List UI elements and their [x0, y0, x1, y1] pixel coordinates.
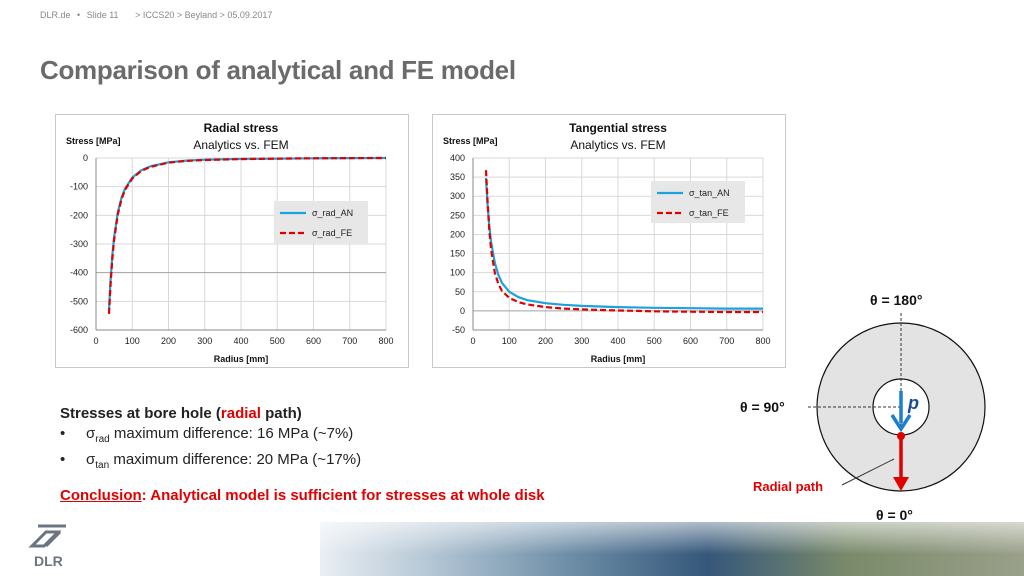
x-tick-label: 400: [610, 336, 625, 346]
y-tick-label: -500: [70, 296, 88, 306]
radial-path-arrow-icon: [893, 477, 909, 491]
x-tick-label: 600: [306, 336, 321, 346]
legend-box: [651, 181, 745, 223]
y-tick-label: 0: [460, 306, 465, 316]
x-tick-label: 700: [342, 336, 357, 346]
bullet-mark: •: [60, 451, 66, 468]
header-slide: Slide 11: [86, 10, 119, 20]
y-tick-label: 250: [450, 210, 465, 220]
x-axis-label: Radius [mm]: [214, 354, 269, 364]
heading-pre: Stresses at bore hole (: [60, 405, 221, 422]
dlr-logo-text: DLR: [34, 553, 63, 569]
y-tick-label: 0: [83, 153, 88, 163]
conclusion: Conclusion: Analytical model is sufficie…: [60, 486, 680, 506]
x-tick-label: 500: [270, 336, 285, 346]
x-tick-label: 200: [161, 336, 176, 346]
y-tick-label: -100: [70, 182, 88, 192]
footer-earth-band: [320, 522, 1024, 576]
legend-box: [274, 201, 368, 243]
bullet-tangential-text: maximum difference: 20 MPa (~17%): [109, 451, 362, 468]
y-tick-label: 50: [455, 287, 465, 297]
slide-header: DLR.de • Slide 11 > ICCS20 > Beyland > 0…: [40, 10, 276, 20]
x-tick-label: 0: [93, 336, 98, 346]
sigma-symbol: σ: [86, 451, 96, 468]
x-axis-label: Radius [mm]: [591, 354, 646, 364]
legend-label: σ_rad_FE: [312, 228, 352, 238]
x-tick-label: 500: [647, 336, 662, 346]
y-axis-label: Stress [MPa]: [66, 136, 121, 146]
pressure-arrow-icon: [890, 414, 912, 433]
series-line-fem: [107, 156, 387, 314]
y-tick-label: -300: [70, 239, 88, 249]
radial-path-leader: [841, 458, 895, 486]
bullet-mark: •: [60, 425, 66, 442]
y-axis-label: Stress [MPa]: [443, 136, 498, 146]
tangential-stress-chart: Tangential stress Analytics vs. FEM Stress…: [432, 114, 786, 368]
chart-title: Tangential stress: [569, 121, 667, 135]
chart-subtitle: Analytics vs. FEM: [193, 138, 288, 152]
theta-90-label: θ = 90°: [740, 399, 785, 415]
chart-svg: Tangential stress Analytics vs. FEM Stress…: [443, 121, 771, 364]
sigma-subscript: tan: [95, 460, 110, 471]
x-tick-label: 700: [719, 336, 734, 346]
y-tick-label: 300: [450, 191, 465, 201]
legend-label: σ_rad_AN: [312, 208, 353, 218]
x-tick-label: 100: [125, 336, 140, 346]
heading-post: path): [260, 405, 302, 422]
x-tick-label: 800: [755, 336, 770, 346]
chart-subtitle: Analytics vs. FEM: [570, 138, 665, 152]
y-tick-label: -400: [70, 268, 88, 278]
x-tick-label: 400: [233, 336, 248, 346]
x-tick-label: 300: [197, 336, 212, 346]
y-tick-label: 150: [450, 249, 465, 259]
radial-path-label: Radial path: [753, 479, 823, 494]
theta-0-label: θ = 0°: [876, 507, 913, 523]
y-tick-label: 350: [450, 172, 465, 182]
chart-svg: Radial stress Analytics vs. FEM Stress [MP…: [66, 121, 394, 364]
chart-title: Radial stress: [204, 121, 279, 135]
y-tick-label: 100: [450, 268, 465, 278]
conclusion-text: : Analytical model is sufficient for str…: [141, 487, 545, 504]
radial-stress-chart: Radial stress Analytics vs. FEM Stress [MP…: [55, 114, 409, 368]
x-tick-label: 800: [378, 336, 393, 346]
stresses-heading: Stresses at bore hole (radial path): [60, 404, 680, 424]
y-tick-label: -200: [70, 210, 88, 220]
bullet-radial-text: maximum difference: 16 MPa (~7%): [109, 425, 354, 442]
y-tick-label: 200: [450, 229, 465, 239]
pressure-label: p: [907, 393, 919, 413]
theta-180-label: θ = 180°: [870, 292, 922, 308]
header-bullet: •: [77, 10, 81, 20]
legend-label: σ_tan_FE: [689, 208, 729, 218]
series-line-fem: [484, 170, 763, 314]
y-tick-label: -50: [452, 325, 465, 335]
sigma-symbol: σ: [86, 425, 96, 442]
x-tick-label: 200: [538, 336, 553, 346]
bullet-radial: • σrad maximum difference: 16 MPa (~7%): [60, 424, 680, 450]
sigma-subscript: rad: [95, 434, 110, 445]
bullet-tangential: • σtan maximum difference: 20 MPa (~17%): [60, 450, 680, 476]
legend-label: σ_tan_AN: [689, 188, 730, 198]
disk-diagram: θ = 180° θ = 90° p Radial path θ = 0°: [740, 292, 986, 523]
page-title: Comparison of analytical and FE model: [40, 55, 516, 85]
x-tick-label: 300: [574, 336, 589, 346]
x-tick-label: 100: [502, 336, 517, 346]
header-path: > ICCS20 > Beyland > 05.09.2017: [135, 10, 273, 20]
conclusion-label: Conclusion: [60, 487, 142, 504]
text-block: Stresses at bore hole (radial path) • σra…: [60, 404, 680, 506]
y-tick-label: -600: [70, 325, 88, 335]
x-tick-label: 0: [470, 336, 475, 346]
heading-red: radial: [220, 405, 261, 422]
dlr-logo: DLR: [28, 524, 66, 569]
y-tick-label: 400: [450, 153, 465, 163]
x-tick-label: 600: [683, 336, 698, 346]
series-line-analytic: [484, 177, 763, 310]
header-site: DLR.de: [40, 10, 71, 20]
